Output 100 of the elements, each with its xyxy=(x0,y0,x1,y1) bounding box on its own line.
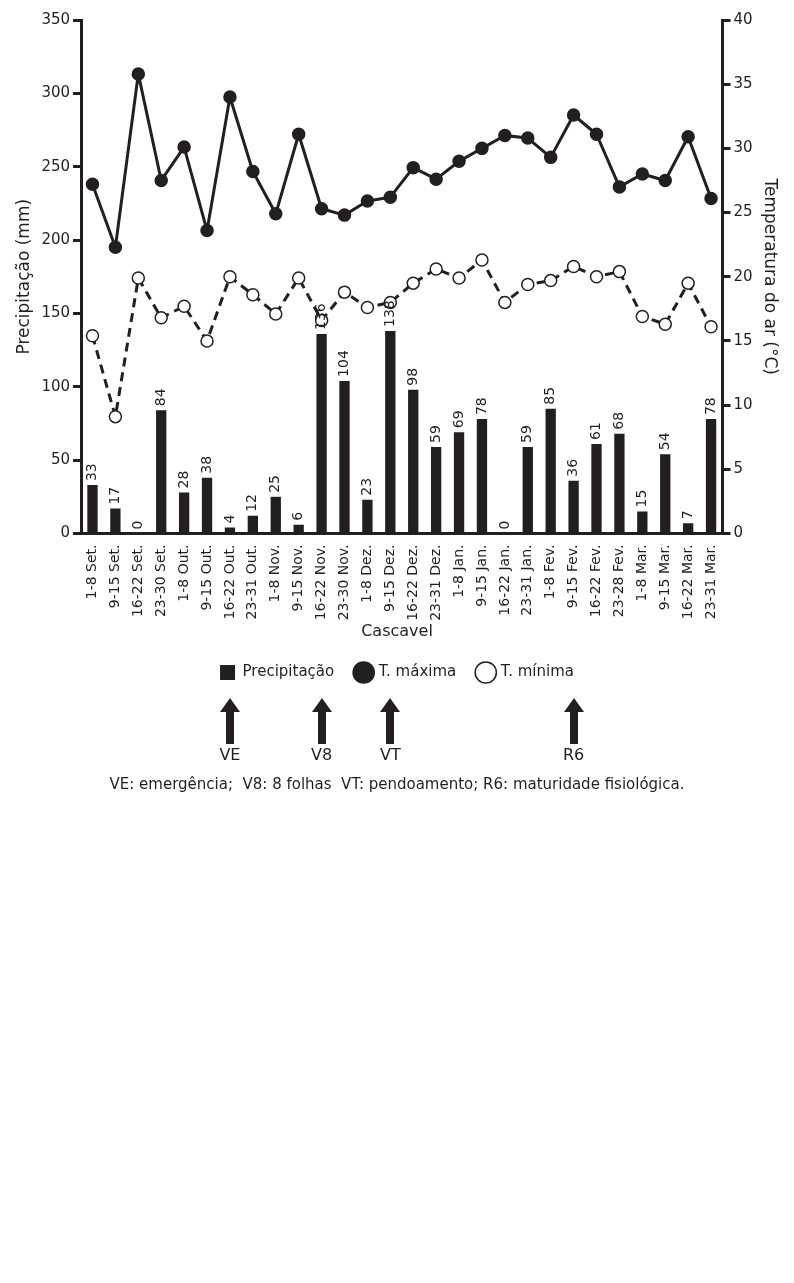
data-label: 61 xyxy=(587,422,604,440)
x-tick-label: 23-31 Out. xyxy=(243,544,260,620)
x-tick-label: 9-15 Fev. xyxy=(564,544,581,609)
point xyxy=(475,141,489,156)
data-label: 0 xyxy=(128,520,145,530)
point xyxy=(429,262,443,276)
data-label: 4 xyxy=(220,514,237,524)
x-tick-label: 9-15 Set. xyxy=(106,544,123,609)
y-tick-label: 350 xyxy=(41,9,71,28)
y2-tick-label: 10 xyxy=(733,395,753,413)
y-axis-title: Precipitação (mm) xyxy=(12,198,33,355)
data-label: 68 xyxy=(610,411,627,430)
data-label: 7 xyxy=(678,510,695,520)
x-tick-label: 16-22 Jan. xyxy=(495,544,512,616)
point xyxy=(406,160,420,175)
point xyxy=(154,311,168,325)
x-tick-label: 23-31 Mar. xyxy=(701,544,718,620)
data-label: 78 xyxy=(472,397,489,416)
x-tick-label: 1-8 Dez. xyxy=(358,544,375,603)
point xyxy=(543,150,558,165)
point xyxy=(223,90,237,104)
point xyxy=(498,128,512,143)
point xyxy=(108,240,123,254)
point xyxy=(131,271,146,285)
x-tick-label: 23-31 Dez. xyxy=(426,544,443,621)
y-tick-label: 200 xyxy=(41,229,71,248)
point xyxy=(566,259,581,274)
data-label: 25 xyxy=(266,474,283,493)
point xyxy=(200,223,214,238)
point xyxy=(177,140,191,154)
point xyxy=(612,264,627,279)
x-tick-label: 16-22 Mar. xyxy=(678,544,695,620)
text: VT xyxy=(379,745,401,765)
data-label: 36 xyxy=(564,458,581,477)
x-tick-label: 16-22 Out. xyxy=(220,544,237,620)
point xyxy=(475,253,489,267)
x-tick-label: 23-30 Set. xyxy=(151,544,168,618)
data-label: 85 xyxy=(541,386,558,405)
point xyxy=(383,190,398,204)
point xyxy=(612,180,627,194)
point xyxy=(291,127,306,141)
point xyxy=(108,409,123,424)
point xyxy=(635,167,650,181)
text: VE: emergência; V8: 8 folhas VT: pendoamento; R6: maturidade fisiológica. xyxy=(109,775,685,794)
x-tick-label: 1-8 Mar. xyxy=(632,544,649,602)
point xyxy=(681,276,695,290)
y2-tick-label: 0 xyxy=(733,523,744,542)
data-label: 6 xyxy=(289,511,306,521)
x-tick-label: 16-22 Nov. xyxy=(312,544,329,621)
x-tick-label: 9-15 Out. xyxy=(197,544,214,611)
x-tick-label: 9-15 Dez. xyxy=(380,544,397,612)
data-label: 78 xyxy=(701,397,718,416)
data-label: 54 xyxy=(655,432,672,451)
y-tick-label: 50 xyxy=(50,450,71,469)
data-label: 12 xyxy=(243,494,260,512)
y-tick-label: 100 xyxy=(41,376,71,395)
point xyxy=(246,164,260,179)
y2-tick-label: 25 xyxy=(733,202,753,221)
x-tick-label: 16-22 Dez. xyxy=(403,544,420,621)
x-tick-label: 1-8 Fev. xyxy=(541,544,558,600)
point xyxy=(543,273,558,288)
point xyxy=(704,191,718,206)
point xyxy=(406,276,420,290)
point xyxy=(337,208,352,222)
data-label: 28 xyxy=(174,470,191,489)
point xyxy=(360,300,375,315)
legend-label: T. máxima xyxy=(377,662,457,681)
point xyxy=(269,307,283,321)
y2-tick-label: 35 xyxy=(733,74,753,93)
point xyxy=(429,172,443,186)
point xyxy=(85,177,100,192)
data-label: 38 xyxy=(197,455,214,474)
data-label: 84 xyxy=(151,388,168,407)
point xyxy=(223,269,237,284)
data-label: 59 xyxy=(426,425,443,443)
y2-tick-label: 40 xyxy=(733,9,753,28)
point xyxy=(360,194,375,208)
data-label: 0 xyxy=(495,520,512,530)
y-tick-label: 300 xyxy=(41,83,71,102)
data-label: 104 xyxy=(335,350,352,377)
x-tick-label: 9-15 Mar. xyxy=(655,544,672,611)
point xyxy=(131,67,146,81)
data-label: 33 xyxy=(83,463,100,482)
point xyxy=(200,334,214,348)
point xyxy=(589,127,604,141)
x-tick-label: 9-15 Nov. xyxy=(289,544,306,612)
data-label: 69 xyxy=(449,410,466,429)
point xyxy=(566,108,581,122)
point xyxy=(681,130,695,144)
x-tick-label: 1-8 Nov. xyxy=(266,544,283,603)
point xyxy=(589,269,604,284)
point xyxy=(658,173,672,188)
y2-axis-title: Temperatura do ar (°C) xyxy=(761,177,782,375)
point xyxy=(154,173,168,188)
text: R6 xyxy=(562,745,585,765)
point xyxy=(291,271,306,285)
point xyxy=(635,309,650,324)
text: V8 xyxy=(311,745,333,765)
data-label: 59 xyxy=(518,425,535,443)
point xyxy=(85,329,100,343)
